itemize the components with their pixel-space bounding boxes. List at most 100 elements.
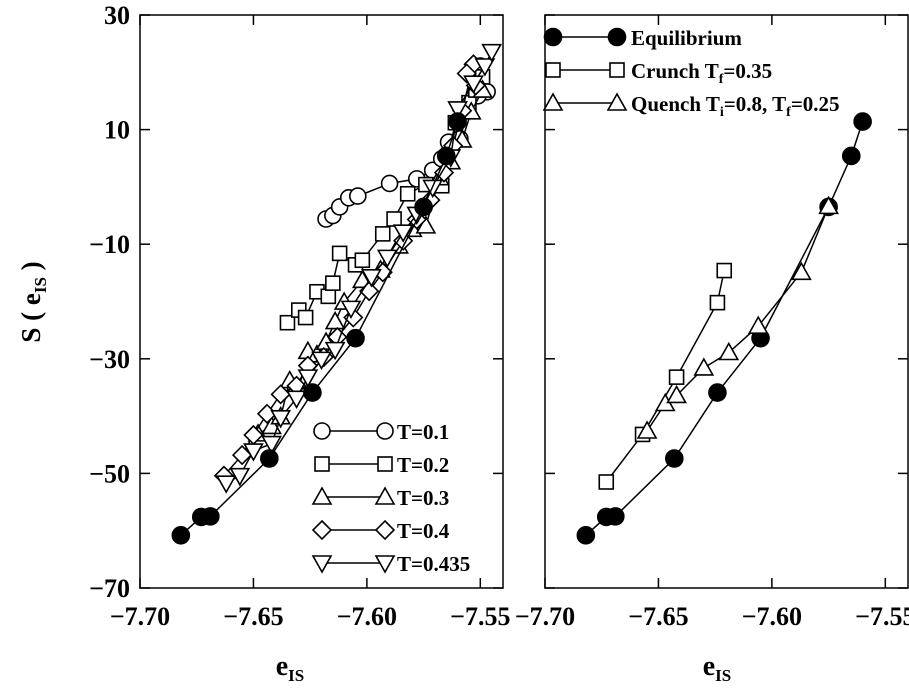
x-tick-label: −7.65	[628, 602, 688, 631]
legend-marker	[377, 456, 393, 472]
data-point	[303, 383, 322, 402]
legend-marker	[606, 92, 628, 111]
x-tick-label: −7.65	[223, 602, 283, 631]
data-point	[340, 300, 362, 320]
left-panel: −70 −50 −30 −10 10 30 −7.70 −7.65 −7.60 −7.55 T=0.…	[89, 1, 510, 631]
data-point	[463, 75, 484, 94]
legend-label: Crunch Tf=0.35	[631, 59, 772, 87]
legend-label: T=0.4	[397, 519, 450, 543]
y-tick-label: 10	[104, 116, 130, 145]
y-axis-label-sub: IS	[31, 277, 50, 293]
data-point	[324, 310, 346, 330]
data-point	[709, 294, 726, 311]
data-point	[666, 384, 687, 404]
legend-marker	[314, 456, 330, 472]
legend-label-sub: f	[786, 105, 791, 120]
data-point	[311, 351, 332, 371]
legend-label: Quench Ti=0.8, Tf=0.25	[631, 92, 840, 120]
data-point	[354, 252, 371, 269]
data-point	[286, 390, 307, 409]
data-point	[270, 410, 292, 429]
legend-marker	[376, 422, 394, 440]
legend-label-part: Equilibrium	[631, 26, 742, 50]
legend-marker	[542, 92, 564, 111]
series-line	[585, 121, 864, 536]
data-point	[229, 467, 251, 487]
x-axis-label-right: eIS	[703, 651, 732, 685]
x-tick-label: −7.70	[515, 602, 575, 631]
legend-marker	[311, 555, 333, 574]
data-point	[320, 288, 337, 305]
x-tick-label: −7.60	[742, 602, 802, 631]
data-point	[331, 245, 348, 262]
x-tick-label: −7.70	[110, 602, 170, 631]
data-point	[818, 195, 839, 215]
series-line	[605, 270, 725, 483]
legend-label-part: =0.35	[723, 59, 772, 83]
data-point	[414, 197, 433, 217]
data-point	[576, 525, 596, 545]
plot-frame	[544, 14, 909, 589]
x-tick-label: −7.55	[450, 602, 510, 631]
data-point	[716, 262, 733, 279]
data-point	[348, 187, 367, 205]
y-tick-label: −50	[89, 459, 130, 488]
data-point	[215, 475, 237, 494]
legend: T=0.1 T=0.2 T=0.3 T=0.4 T=0.435	[311, 420, 470, 576]
legend-marker	[607, 27, 627, 47]
data-point	[708, 383, 727, 402]
data-point	[447, 101, 468, 120]
data-point	[346, 328, 365, 348]
data-point	[481, 43, 503, 63]
data-point	[376, 249, 398, 269]
plot-frame	[139, 14, 504, 589]
data-point	[436, 146, 456, 166]
data-point	[853, 112, 872, 131]
y-tick-label: −30	[89, 345, 130, 374]
data-point	[171, 525, 191, 545]
x-axis-label-left-main: e	[276, 651, 288, 682]
data-point	[718, 341, 740, 361]
series-5	[171, 112, 467, 545]
data-point	[606, 507, 625, 526]
legend-marker	[374, 486, 396, 505]
data-point	[261, 435, 282, 455]
data-point	[791, 261, 812, 281]
data-point	[297, 369, 319, 388]
data-point	[399, 185, 416, 202]
legend-marker	[374, 555, 396, 574]
x-tick-label: −7.55	[855, 602, 909, 631]
data-point	[636, 420, 658, 439]
series-1	[598, 262, 733, 490]
data-point	[380, 174, 399, 193]
y-tick-label: −10	[89, 230, 130, 259]
data-point	[422, 179, 444, 199]
x-axis-label-right-main: e	[703, 651, 715, 682]
data-point	[693, 357, 715, 376]
data-point	[324, 341, 346, 361]
legend-marker	[311, 486, 333, 505]
data-point	[665, 449, 684, 468]
series-0	[576, 112, 872, 545]
data-point	[279, 314, 296, 331]
y-axis-label-close: )	[16, 261, 46, 277]
data-point	[297, 309, 314, 326]
x-axis-label-left: eIS	[276, 651, 305, 685]
y-axis-label: S ( eIS )	[16, 261, 50, 342]
legend-label-part: Quench T	[631, 92, 720, 116]
legend-label-part: =0.8, T	[724, 92, 786, 116]
data-point	[747, 315, 769, 334]
legend-label-part: Crunch T	[631, 59, 719, 83]
data-point	[598, 474, 615, 490]
legend-label: T=0.1	[397, 420, 449, 444]
data-point	[841, 146, 861, 166]
data-point	[361, 269, 382, 288]
data-point	[386, 211, 402, 227]
legend-marker	[374, 519, 396, 541]
legend-label: T=0.435	[397, 552, 470, 576]
data-point	[374, 226, 391, 242]
data-point	[201, 507, 220, 526]
legend-label: Equilibrium	[631, 26, 742, 50]
